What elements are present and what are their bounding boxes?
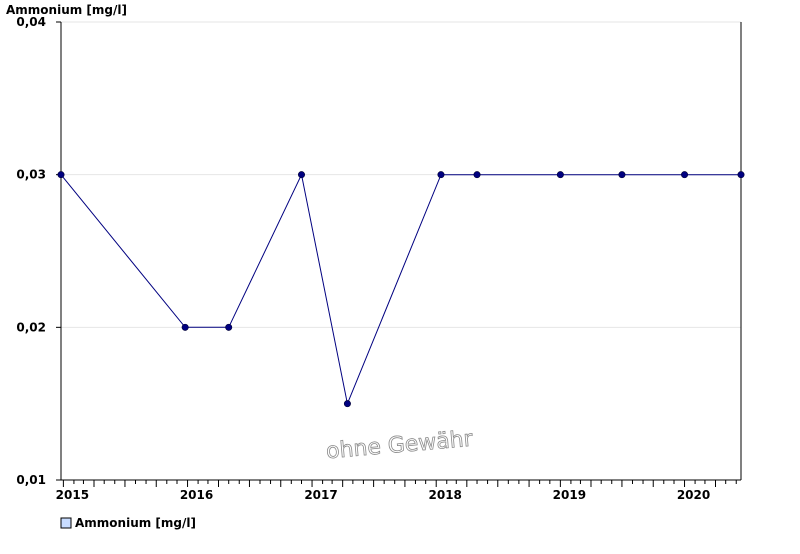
data-point (556, 171, 564, 179)
legend: Ammonium [mg/l] (60, 516, 196, 530)
data-point (473, 171, 481, 179)
data-point (181, 323, 189, 331)
data-point (437, 171, 445, 179)
x-tick-label: 2018 (429, 488, 462, 502)
data-point (681, 171, 689, 179)
data-point (298, 171, 306, 179)
y-tick-label: 0,01 (16, 473, 46, 487)
data-point (343, 400, 351, 408)
data-point (57, 171, 65, 179)
axes: 0,01 0,02 0,03 0,04 2015 2016 2017 2018 2019 2020 (16, 15, 742, 502)
series-line (60, 173, 741, 406)
y-tick-label: 0,04 (16, 15, 46, 29)
y-tick-label: 0,03 (16, 168, 46, 182)
x-tick-label: 2017 (304, 488, 337, 502)
legend-label: Ammonium [mg/l] (75, 516, 196, 530)
data-point (225, 323, 233, 331)
data-point (618, 171, 626, 179)
x-tick-label: 2016 (180, 488, 213, 502)
chart-title: Ammonium [mg/l] (6, 3, 127, 17)
x-tick-label: 2019 (553, 488, 586, 502)
x-tick-label: 2020 (677, 488, 710, 502)
data-point (737, 171, 745, 179)
legend-swatch (60, 517, 72, 529)
series-layer (57, 171, 745, 408)
watermark-text: ohne Gewähr (325, 427, 474, 465)
y-tick-label: 0,02 (16, 320, 46, 334)
x-tick-label: 2015 (56, 488, 89, 502)
